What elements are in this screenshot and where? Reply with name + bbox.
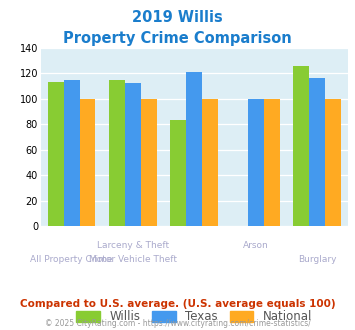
Bar [141, 99, 157, 226]
Bar [125, 83, 141, 226]
Legend: Willis, Texas, National: Willis, Texas, National [76, 310, 312, 323]
Bar [309, 79, 325, 226]
Text: Property Crime Comparison: Property Crime Comparison [63, 31, 292, 46]
Bar [325, 99, 341, 226]
Bar [170, 120, 186, 226]
Bar [248, 99, 264, 226]
Bar [202, 99, 218, 226]
Bar [80, 99, 95, 226]
Text: All Property Crime: All Property Crime [30, 255, 113, 264]
Bar [186, 72, 202, 226]
Text: Burglary: Burglary [298, 255, 337, 264]
Bar [264, 99, 280, 226]
Text: Arson: Arson [243, 241, 269, 250]
Bar [64, 80, 80, 226]
Text: Larceny & Theft: Larceny & Theft [97, 241, 169, 250]
Text: Motor Vehicle Theft: Motor Vehicle Theft [89, 255, 177, 264]
Bar [293, 66, 309, 226]
Bar [48, 82, 64, 226]
Bar [109, 80, 125, 226]
Text: Compared to U.S. average. (U.S. average equals 100): Compared to U.S. average. (U.S. average … [20, 299, 335, 309]
Text: 2019 Willis: 2019 Willis [132, 10, 223, 25]
Text: © 2025 CityRating.com - https://www.cityrating.com/crime-statistics/: © 2025 CityRating.com - https://www.city… [45, 319, 310, 328]
